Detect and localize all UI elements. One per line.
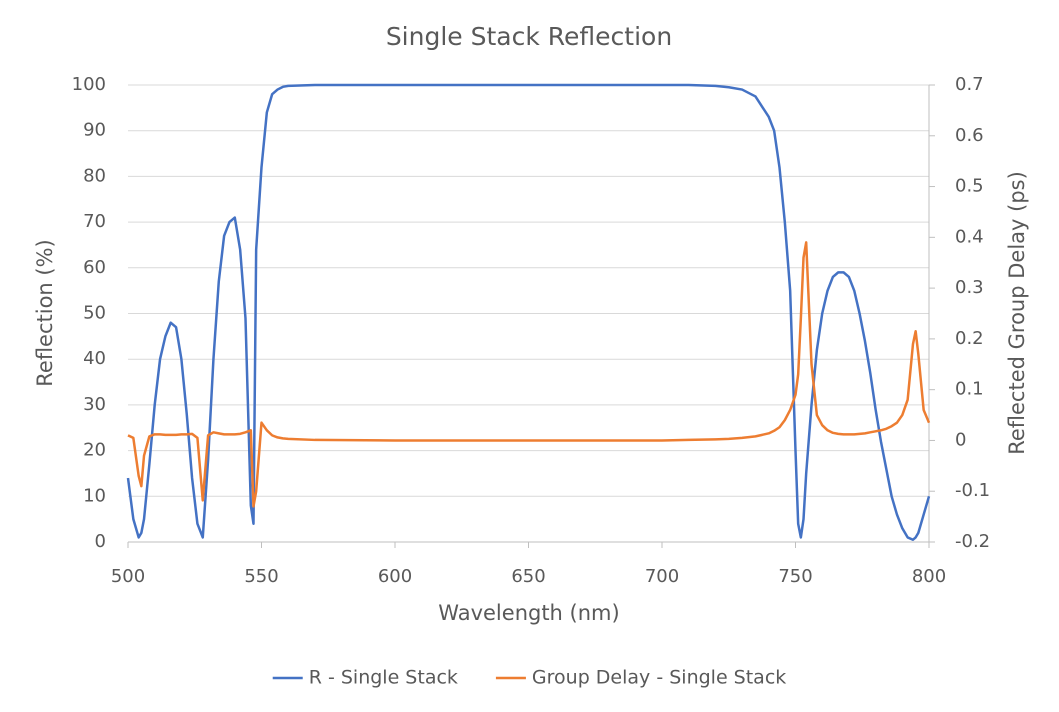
x-tick-label: 600: [378, 566, 412, 587]
y-tick-label: 80: [83, 165, 106, 186]
y2-tick-label: 0.4: [955, 226, 984, 247]
legend-label: Group Delay - Single Stack: [532, 667, 786, 689]
y2-tick-label: 0.5: [955, 176, 984, 197]
y-tick-label: 100: [72, 74, 106, 95]
x-tick-label: 650: [511, 566, 545, 587]
y-tick-label: 20: [83, 440, 106, 461]
x-axis-label: Wavelength (nm): [438, 601, 619, 625]
y-tick-label: 70: [83, 211, 106, 232]
y2-tick-label: -0.2: [955, 531, 990, 552]
y-axis-label: Reflection (%): [33, 239, 57, 387]
y2-tick-label: 0.7: [955, 74, 984, 95]
y-tick-label: 0: [95, 531, 106, 552]
y-tick-label: 90: [83, 120, 106, 141]
x-tick-label: 700: [645, 566, 679, 587]
series-line: [127, 241, 931, 508]
x-tick-label: 750: [778, 566, 812, 587]
x-tick-label: 800: [912, 566, 946, 587]
y-tick-label: 50: [83, 303, 106, 324]
y-tick-label: 30: [83, 394, 106, 415]
y2-tick-label: 0.3: [955, 277, 984, 298]
y2-tick-label: 0.6: [955, 125, 984, 146]
x-tick-label: 550: [244, 566, 278, 587]
series-line: [126, 83, 931, 541]
y2-tick-label: -0.1: [955, 480, 990, 501]
y-tick-label: 60: [83, 257, 106, 278]
chart-title: Single Stack Reflection: [386, 22, 672, 51]
y2-tick-label: 0: [955, 429, 966, 450]
y-tick-label: 10: [83, 485, 106, 506]
y2-axis-label: Reflected Group Delay (ps): [1005, 171, 1029, 455]
y2-tick-label: 0.1: [955, 379, 984, 400]
y-tick-label: 40: [83, 348, 106, 369]
x-tick-label: 500: [111, 566, 145, 587]
legend-label: R - Single Stack: [309, 667, 458, 689]
y2-tick-label: 0.2: [955, 328, 984, 349]
